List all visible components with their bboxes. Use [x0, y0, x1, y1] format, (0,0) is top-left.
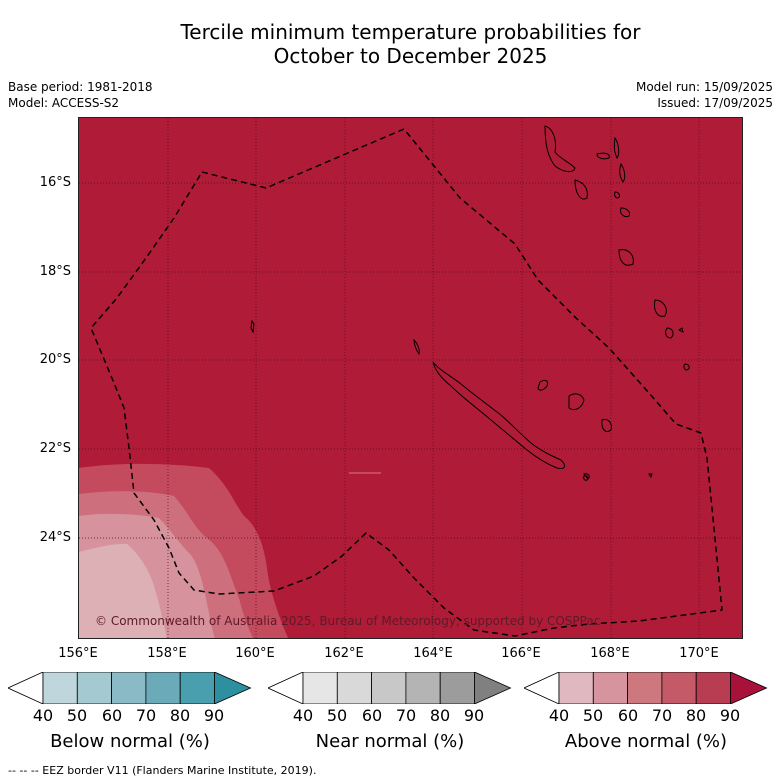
tanna — [654, 299, 667, 317]
model-run: Model run: 15/09/2025 — [635, 80, 773, 94]
shade-bit — [349, 472, 381, 474]
colorbar-near-segment-1 — [336, 672, 373, 704]
cb-below-tick-40: 40 — [32, 706, 54, 725]
colorbar-near-label: Near normal (%) — [315, 731, 465, 752]
model-info: Base period: 1981-2018 Model: ACCESS-S2 — [8, 79, 153, 111]
colorbar-below-segment-4 — [179, 672, 215, 704]
epi — [614, 191, 620, 199]
colorbar-below-segment-3 — [145, 672, 181, 704]
lon-label-166e: 166°E — [501, 646, 541, 661]
aneityum — [665, 327, 674, 339]
colorbar-above-segment-3 — [661, 672, 697, 704]
shade-50-60 — [79, 543, 167, 638]
colorbar-above-label: Above normal (%) — [564, 731, 728, 752]
cb-near-tick-50: 50 — [326, 706, 348, 725]
colorbar-near-extend-high — [474, 672, 512, 704]
cb-above-tick-80: 80 — [685, 706, 707, 725]
cb-below-tick-80: 80 — [169, 706, 191, 725]
cb-near-tick-40: 40 — [292, 706, 314, 725]
small-island-5 — [648, 473, 653, 479]
new-caledonia — [432, 361, 565, 469]
base-period: Base period: 1981-2018 — [8, 80, 153, 94]
title-line-1: Tercile minimum temperature probabilitie… — [180, 20, 641, 44]
efate — [620, 207, 630, 217]
cb-near-tick-70: 70 — [395, 706, 417, 725]
espiritu-santo — [544, 125, 576, 173]
malekula — [574, 179, 588, 200]
lon-label-160e: 160°E — [235, 646, 275, 661]
lifou — [568, 393, 585, 411]
colorbar-above-segment-4 — [695, 672, 731, 704]
colorbar-below-segment-2 — [111, 672, 147, 704]
cb-below-tick-90: 90 — [203, 706, 225, 725]
lon-label-156e: 156°E — [58, 646, 98, 661]
small-island-3 — [250, 319, 255, 334]
small-island-4 — [583, 473, 590, 480]
graticule — [79, 118, 742, 638]
run-info: Model run: 15/09/2025 Issued: 17/09/2025 — [636, 79, 773, 111]
lat-label-18s: 18°S — [39, 264, 71, 279]
cb-above-tick-70: 70 — [651, 706, 673, 725]
colorbar-near-segment-0 — [302, 672, 338, 704]
mare — [601, 419, 612, 433]
cb-near-tick-90: 90 — [463, 706, 485, 725]
colorbar-below-segment-1 — [76, 672, 113, 704]
erromango — [618, 249, 634, 266]
colorbar-below-extend-low — [8, 672, 44, 704]
colorbar-below-extend-high — [214, 672, 252, 704]
new-caledonia-north — [413, 338, 420, 356]
maewo — [613, 136, 620, 159]
lat-label-22s: 22°S — [39, 441, 71, 456]
title-line-2: October to December 2025 — [273, 44, 548, 68]
cb-above-tick-90: 90 — [719, 706, 741, 725]
page-title: Tercile minimum temperature probabilitie… — [0, 20, 781, 68]
eez-border — [90, 128, 723, 637]
issued-date: Issued: 17/09/2025 — [657, 96, 773, 110]
lon-label-158e: 158°E — [147, 646, 187, 661]
colorbar-above-segment-0 — [558, 672, 594, 704]
colorbar-above-segment-1 — [592, 672, 629, 704]
colorbar-below-label: Below normal (%) — [50, 731, 210, 752]
cb-near-tick-60: 60 — [361, 706, 383, 725]
lat-label-20s: 20°S — [39, 352, 71, 367]
map-canvas — [79, 118, 742, 638]
colorbar-above-extend-low — [524, 672, 560, 704]
ambae — [596, 152, 610, 160]
colorbar-near-extend-low — [268, 672, 304, 704]
lon-label-170e: 170°E — [679, 646, 719, 661]
model-name: Model: ACCESS-S2 — [8, 96, 120, 110]
lon-label-168e: 168°E — [590, 646, 630, 661]
cb-above-tick-50: 50 — [582, 706, 604, 725]
lon-label-164e: 164°E — [413, 646, 453, 661]
colorbar-above-extend-high — [730, 672, 768, 704]
cb-above-tick-60: 60 — [617, 706, 639, 725]
small-island-1 — [678, 327, 684, 333]
cb-below-tick-70: 70 — [135, 706, 157, 725]
cb-near-tick-80: 80 — [429, 706, 451, 725]
colorbar-below-segment-0 — [42, 672, 78, 704]
colorbar-near-segment-4 — [439, 672, 475, 704]
small-island-2 — [683, 363, 690, 371]
probability-map — [78, 117, 743, 639]
pentecost — [619, 162, 626, 183]
cb-below-tick-50: 50 — [66, 706, 88, 725]
colorbar-near-segment-2 — [371, 672, 407, 704]
lon-label-162e: 162°E — [324, 646, 364, 661]
eez-legend-note: -- -- -- EEZ border V11 (Flanders Marine… — [8, 764, 317, 777]
ouvea — [537, 379, 548, 391]
lat-label-24s: 24°S — [39, 530, 71, 545]
colorbar-above-segment-2 — [627, 672, 663, 704]
cb-below-tick-60: 60 — [101, 706, 123, 725]
cb-above-tick-40: 40 — [548, 706, 570, 725]
lat-label-16s: 16°S — [39, 175, 71, 190]
colorbar-near-segment-3 — [405, 672, 441, 704]
map-credit: © Commonwealth of Australia 2025, Bureau… — [95, 614, 601, 628]
